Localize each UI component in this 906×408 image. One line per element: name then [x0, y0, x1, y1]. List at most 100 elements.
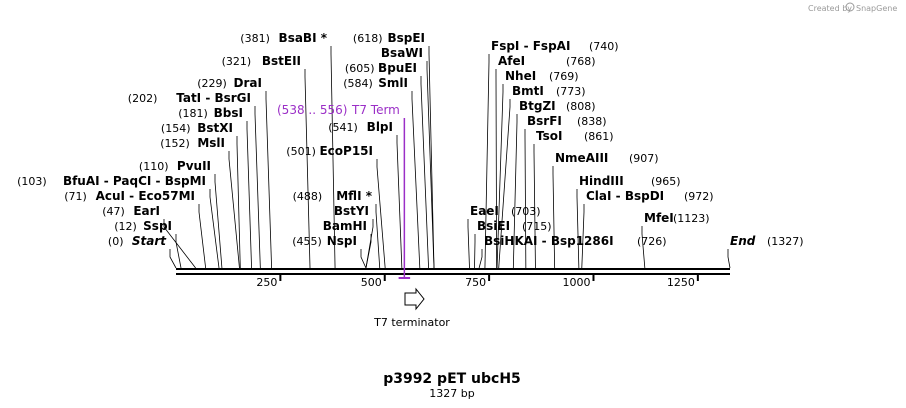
cut-line-pvuii [214, 174, 223, 269]
site-pos-pvuii: (110) [139, 160, 169, 173]
site-pos-tsoi: (861) [584, 130, 614, 143]
site-name-bsrfi[interactable]: BsrFI [527, 114, 562, 128]
site-name-msli[interactable]: MslI [197, 136, 225, 150]
site-name-smli[interactable]: SmlI [378, 76, 408, 90]
site-name-nmeaiii[interactable]: NmeAIII [555, 151, 608, 165]
feature-track-label: T7 Term [351, 103, 400, 117]
site-pos-btgzi: (808) [566, 100, 596, 113]
site-name-nhei[interactable]: NheI [505, 69, 536, 83]
site-name-eari[interactable]: EarI [133, 204, 160, 218]
site-pos-nhei: (769) [549, 70, 579, 83]
site-cut-lines [163, 46, 731, 269]
site-name-bstyi[interactable]: BstYI [334, 204, 369, 218]
cut-line-bspei [428, 46, 435, 269]
cut-line-tsoi [533, 144, 536, 269]
site-pos-sspi: (12) [114, 220, 137, 233]
cut-line-bbsi [246, 121, 252, 269]
site-pos-bfuai: (103) [17, 175, 47, 188]
site-pos-bstxi: (154) [161, 122, 191, 135]
site-pos-bsrfi: (838) [577, 115, 607, 128]
site-name-bstxi[interactable]: BstXI [197, 121, 233, 135]
snapgene-logo-icon [845, 2, 855, 12]
site-name-mfli[interactable]: MflI * [336, 189, 372, 203]
site-name-acui[interactable]: AcuI - Eco57MI [96, 189, 195, 203]
site-pos-msli: (152) [160, 137, 190, 150]
ruler-tick-label: 250 [256, 276, 277, 289]
cut-line-hindiii [576, 189, 580, 269]
site-name-bfuai[interactable]: BfuAI - PaqCI - BspMI [63, 174, 206, 188]
site-pos-smli: (584) [343, 77, 373, 90]
site-name-blpi[interactable]: BlpI [367, 120, 393, 134]
cut-line-bsabi [330, 46, 336, 269]
site-pos-bsteii: (321) [222, 55, 252, 68]
cut-line-eaei [467, 219, 470, 269]
site-pos-nmeaiii: (907) [629, 152, 659, 165]
site-pos-bpuei: (605) [345, 62, 375, 75]
site-name-sspi[interactable]: SspI [143, 219, 172, 233]
ruler-tick-label: 1250 [667, 276, 695, 289]
cut-line-ecop15i [376, 159, 386, 269]
ruler-tick-label: 1000 [562, 276, 590, 289]
site-name-tati[interactable]: TatI - BsrGI [176, 91, 251, 105]
site-name-start[interactable]: Start [132, 234, 167, 248]
site-name-bpuei[interactable]: BpuEI [378, 61, 417, 75]
site-name-bsawi[interactable]: BsaWI [381, 46, 423, 60]
site-pos-acui: (71) [64, 190, 87, 203]
site-pos-start: (0) [108, 235, 124, 248]
site-name-nspi[interactable]: NspI [327, 234, 357, 248]
site-name-bspei[interactable]: BspEI [387, 31, 425, 45]
site-name-ecop15i[interactable]: EcoP15I [319, 144, 373, 158]
cut-line-sspi [175, 234, 182, 269]
site-name-hindiii[interactable]: HindIII [579, 174, 624, 188]
feature-name-label: T7 terminator [373, 316, 450, 329]
site-pos-bsihkai: (726) [637, 235, 667, 248]
site-name-drai[interactable]: DraI [234, 76, 262, 90]
site-name-btgzi[interactable]: BtgZI [519, 99, 556, 113]
ruler-tick-label: 750 [465, 276, 486, 289]
site-name-bsihkai[interactable]: BsiHKAI - Bsp1286I [484, 234, 614, 248]
site-name-bsiei[interactable]: BsiEI [477, 219, 510, 233]
cut-line-acui [198, 204, 207, 269]
site-name-clai[interactable]: ClaI - BspDI [586, 189, 664, 203]
cut-line-bstyi [365, 219, 374, 269]
site-name-end[interactable]: End [730, 234, 756, 248]
site-pos-eaei: (703) [511, 205, 541, 218]
feature-range-label: (538 .. 556) [277, 103, 347, 117]
cut-line-bmti [498, 99, 511, 269]
site-pos-fspi: (740) [589, 40, 619, 53]
cut-line-nmeaiii [552, 166, 556, 269]
site-name-pvuii[interactable]: PvuII [177, 159, 211, 173]
cut-line-end [727, 249, 731, 269]
site-pos-afei: (768) [566, 55, 596, 68]
site-name-tsoi[interactable]: TsoI [536, 129, 562, 143]
site-name-bmti[interactable]: BmtI [512, 84, 544, 98]
site-pos-clai: (972) [684, 190, 714, 203]
site-name-bbsi[interactable]: BbsI [214, 106, 243, 120]
feature-arrow-icon [404, 287, 425, 311]
site-pos-blpi: (541) [328, 121, 358, 134]
site-name-bsabi[interactable]: BsaBI * [279, 31, 328, 45]
site-name-afei[interactable]: AfeI [498, 54, 525, 68]
cut-line-bsawi [426, 61, 435, 269]
cut-line-eari [163, 219, 196, 269]
ruler-ticks: 250 500 750 1000 1250 [256, 275, 699, 289]
cut-line-mfli [375, 204, 381, 269]
cut-line-clai [581, 204, 585, 269]
cut-line-mfei [641, 226, 646, 269]
site-name-fspi[interactable]: FspI - FspAI [491, 39, 570, 53]
site-pos-ecop15i: (501) [286, 145, 316, 158]
cut-line-bsihkai [478, 249, 483, 269]
cut-line-bpuei [420, 76, 429, 269]
cut-line-nhei [496, 84, 504, 269]
cut-line-drai [265, 91, 273, 269]
site-pos-drai: (229) [197, 77, 227, 90]
site-name-bamhi[interactable]: BamHI [323, 219, 367, 233]
backbone [176, 268, 730, 275]
feature-t7-terminator[interactable]: (538 .. 556) T7 Term T7 terminator [277, 103, 450, 329]
site-pos-bspei: (618) [353, 32, 383, 45]
site-name-eaei[interactable]: EaeI [470, 204, 499, 218]
cut-line-start [169, 249, 177, 269]
site-name-mfei[interactable]: MfeI [644, 211, 674, 225]
site-name-bsteii[interactable]: BstEII [262, 54, 301, 68]
